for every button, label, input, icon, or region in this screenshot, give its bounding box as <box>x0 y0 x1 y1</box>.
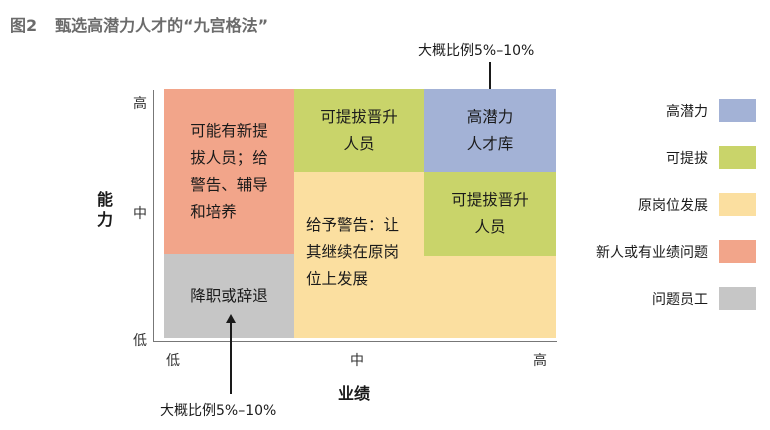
figure-title-text: 甄选高潜力人才的“九宫格法” <box>55 16 269 35</box>
annotation-top: 大概比例5%–10% <box>418 43 535 59</box>
figure-number: 图2 <box>10 16 38 35</box>
annotation-bottom-arrow-line <box>230 322 232 394</box>
cell-promotable-mid-text: 可提拔晋升 人员 <box>320 107 398 153</box>
cell-stay-in-role-text: 给予警告：让 其继续在原岗 位上发展 <box>306 216 400 288</box>
annotation-bottom: 大概比例5%–10% <box>160 403 277 419</box>
y-tick-low: 低 <box>133 333 147 349</box>
legend-swatch <box>719 99 756 122</box>
legend-item-new-or-problem: 新人或有业绩问题 <box>596 240 760 264</box>
y-axis-label: 能力 <box>96 190 113 229</box>
y-tick-mid: 中 <box>133 206 147 222</box>
cell-new-or-problem-text: 可能有新提 拔人员；给 警告、辅导 和培养 <box>190 121 268 221</box>
legend-label: 原岗位发展 <box>638 198 708 214</box>
annotation-top-arrow-line <box>489 62 491 95</box>
annotation-bottom-arrow-head <box>226 314 236 323</box>
y-tick-high: 高 <box>133 96 147 112</box>
cell-high-potential-text: 高潜力 人才库 <box>466 107 514 153</box>
cell-problem-staff-text: 降职或辞退 <box>190 286 268 305</box>
legend-swatch <box>719 287 756 310</box>
cell-promotable-right-text: 可提拔晋升 人员 <box>451 191 529 236</box>
x-axis-line <box>153 341 557 342</box>
legend-item-stay-in-role: 原岗位发展 <box>600 193 760 217</box>
legend-swatch <box>719 146 756 169</box>
x-tick-low: 低 <box>166 353 180 369</box>
legend-item-problem-staff: 问题员工 <box>600 287 760 311</box>
legend-swatch <box>719 240 756 263</box>
x-axis-label: 业绩 <box>338 384 371 403</box>
cell-promotable-mid: 可提拔晋升 人员 <box>294 89 424 172</box>
legend-item-high-potential: 高潜力 <box>600 99 760 123</box>
cell-promotable-right: 可提拔晋升 人员 <box>424 172 556 256</box>
cell-new-or-problem: 可能有新提 拔人员；给 警告、辅导 和培养 <box>164 89 294 254</box>
cell-problem-staff: 降职或辞退 <box>164 254 294 338</box>
legend-label: 可提拔 <box>666 151 708 167</box>
x-tick-mid: 中 <box>350 353 364 369</box>
legend-label: 新人或有业绩问题 <box>596 245 708 261</box>
legend-item-promotable: 可提拔 <box>600 146 760 170</box>
legend-swatch <box>719 193 756 216</box>
y-axis-line <box>153 90 154 342</box>
legend-label: 高潜力 <box>666 104 708 120</box>
cell-high-potential: 高潜力 人才库 <box>424 89 556 172</box>
figure-title: 图2 甄选高潜力人才的“九宫格法” <box>10 12 268 36</box>
legend-label: 问题员工 <box>652 292 708 308</box>
x-tick-high: 高 <box>533 353 547 369</box>
